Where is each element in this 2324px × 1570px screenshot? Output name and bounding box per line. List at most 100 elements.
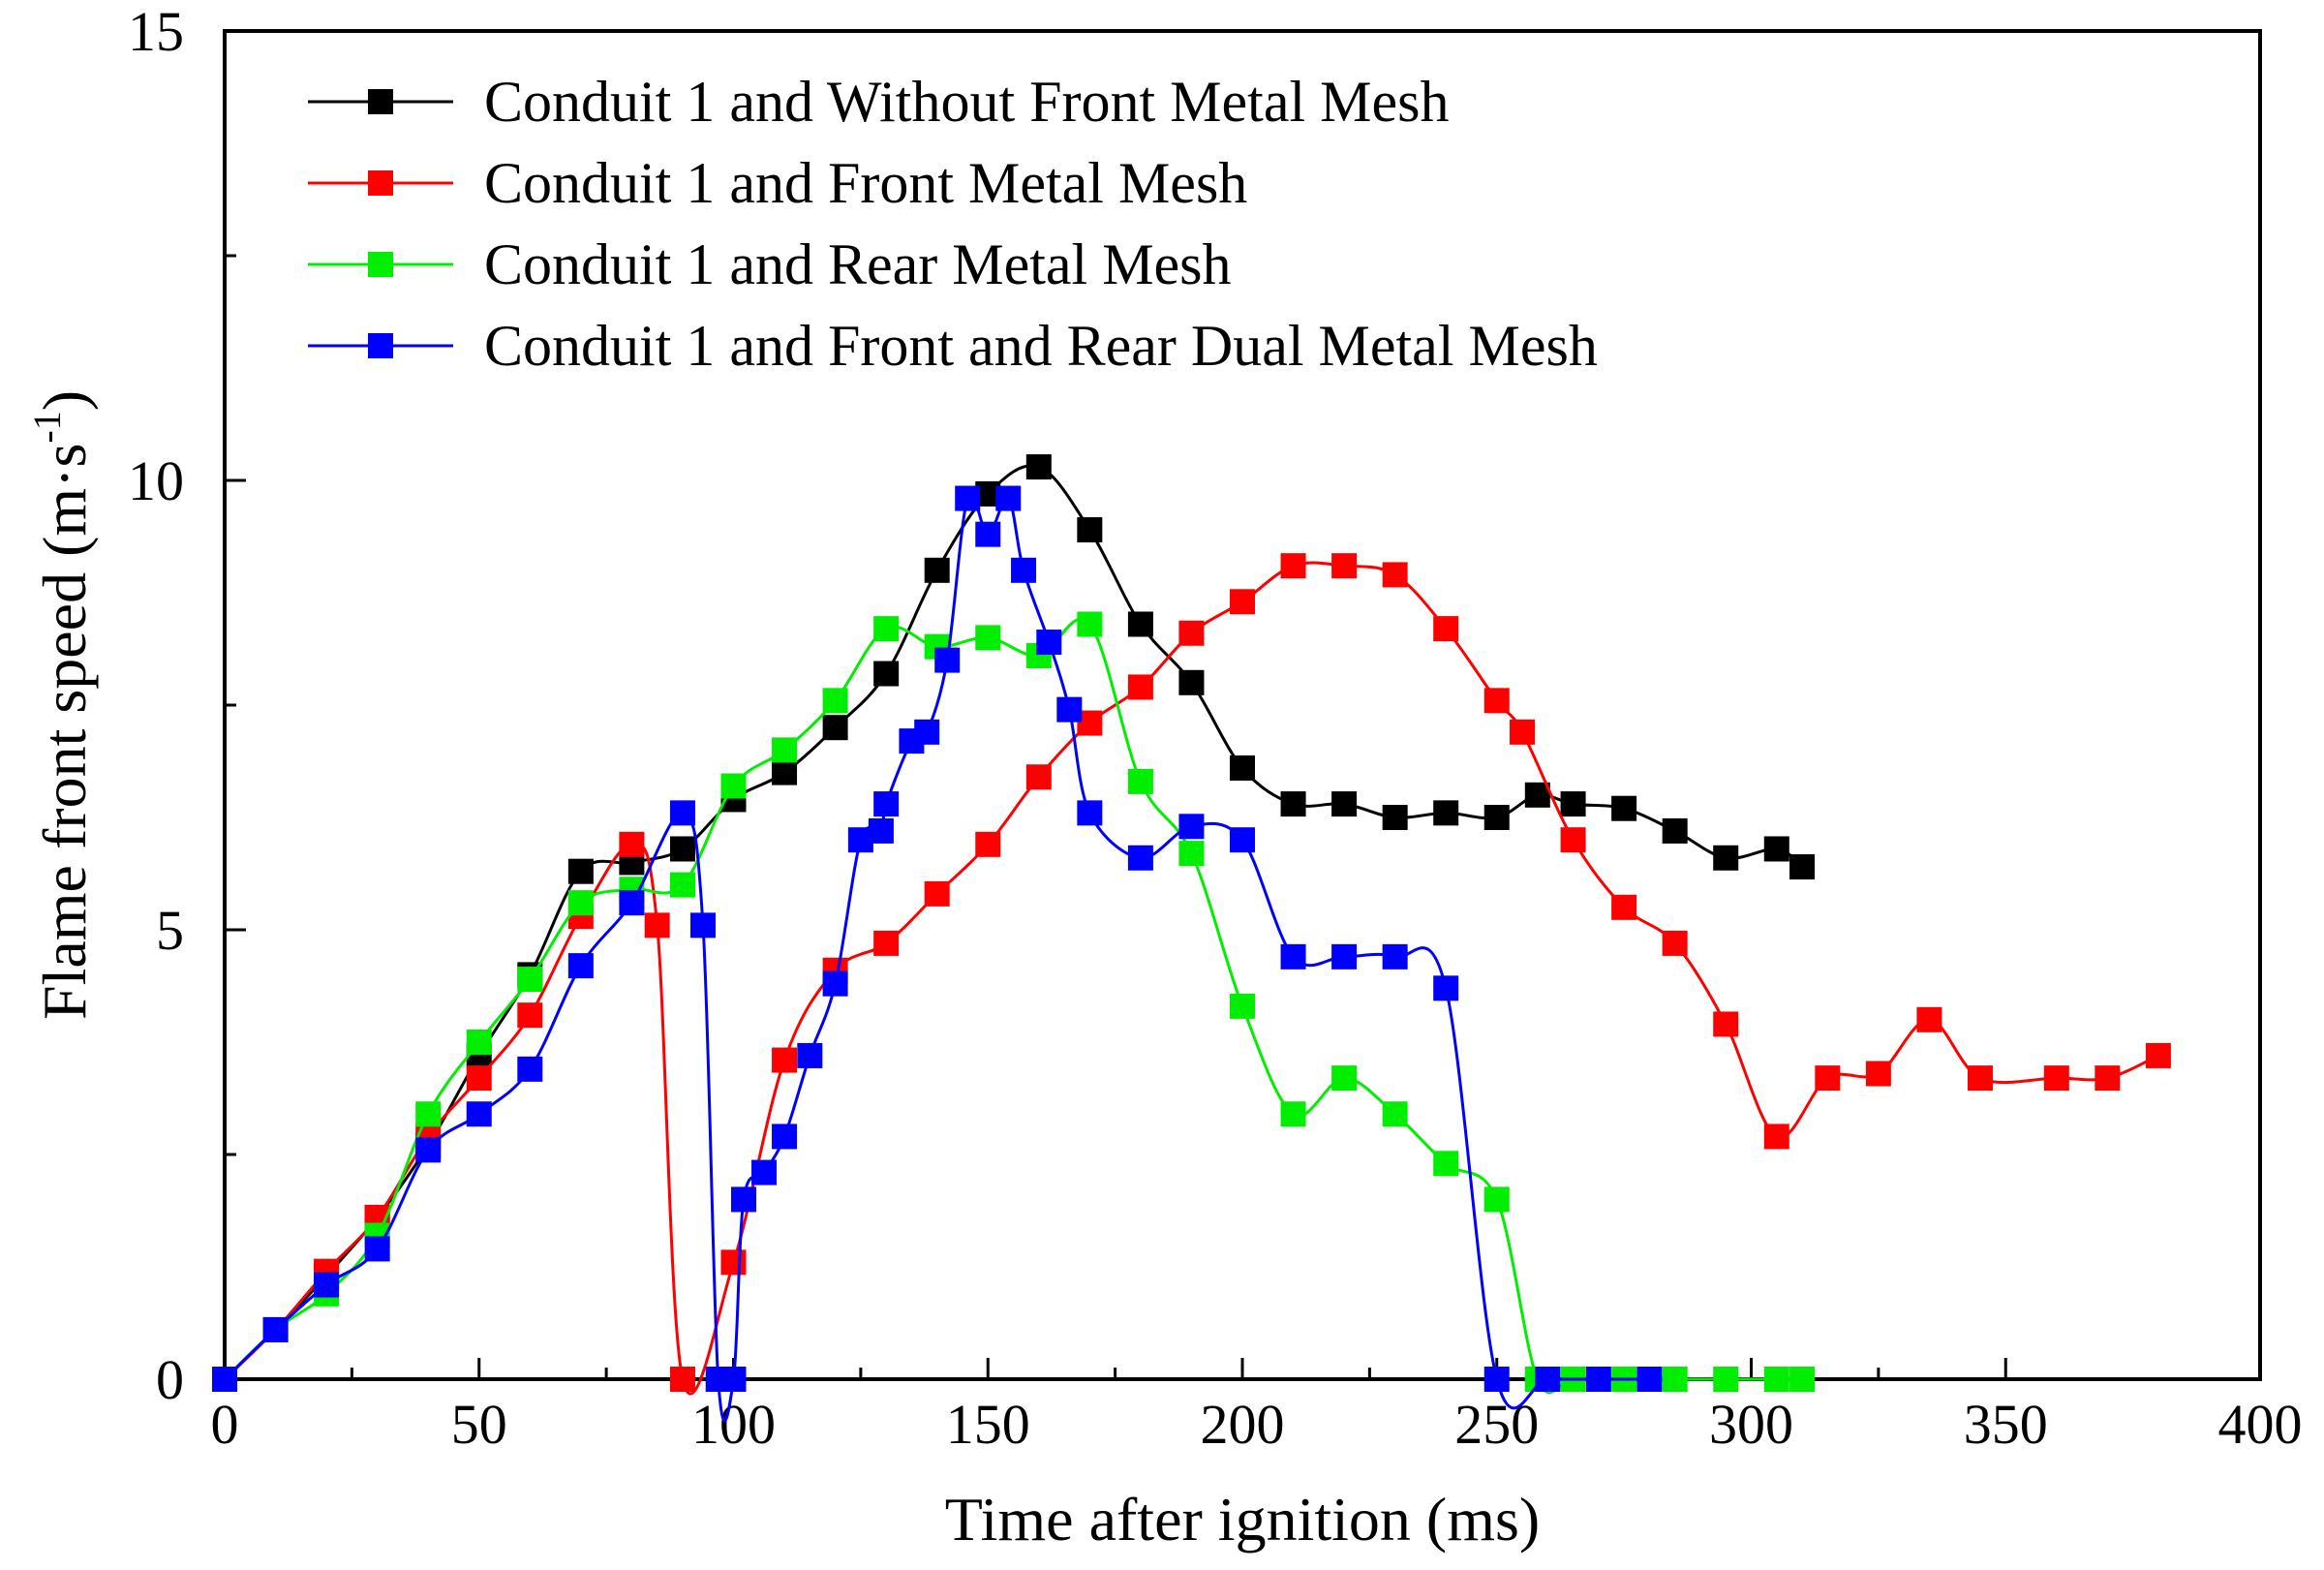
legend-item: Conduit 1 and Without Front Metal Mesh: [308, 70, 1449, 134]
data-point: [1510, 719, 1536, 745]
data-point: [1636, 1367, 1663, 1392]
data-point: [772, 1047, 798, 1073]
data-point: [2145, 1042, 2171, 1068]
legend-item: Conduit 1 and Rear Metal Mesh: [308, 232, 1232, 296]
legend-label: Conduit 1 and Rear Metal Mesh: [484, 232, 1232, 296]
legend-item: Conduit 1 and Front and Rear Dual Metal …: [308, 314, 1598, 378]
x-tick-label: 0: [211, 1393, 239, 1456]
data-point: [212, 1367, 237, 1392]
data-point: [1560, 791, 1586, 817]
data-point: [1967, 1065, 1993, 1092]
data-point: [1789, 1367, 1816, 1392]
data-point: [1077, 800, 1103, 826]
data-point: [1382, 943, 1408, 970]
data-point: [955, 485, 981, 511]
data-point: [1585, 1367, 1611, 1392]
series-conduit-1-and-rear-metal-mesh: [212, 611, 1816, 1395]
data-point: [1331, 791, 1358, 817]
data-point: [1127, 674, 1153, 700]
legend-marker: [368, 333, 393, 358]
data-point: [975, 625, 1001, 651]
legend-item: Conduit 1 and Front Metal Mesh: [308, 151, 1247, 215]
data-point: [619, 890, 645, 916]
data-point: [567, 890, 594, 916]
x-tick-label: 150: [946, 1393, 1030, 1456]
data-point: [720, 773, 747, 799]
data-point: [1433, 975, 1459, 1001]
data-point: [868, 817, 894, 844]
data-point: [772, 759, 798, 785]
data-point: [1011, 557, 1037, 583]
y-tick-label: 15: [128, 0, 184, 63]
y-axis-title: Flame front speed (m·s-1): [25, 390, 99, 1020]
series-conduit-1-and-without-front-metal-mesh: [212, 454, 1816, 1392]
data-point: [1611, 795, 1637, 821]
data-point: [1178, 669, 1205, 695]
data-point: [975, 521, 1001, 547]
x-tick-label: 50: [451, 1393, 507, 1456]
data-point: [720, 1367, 747, 1392]
legend-label: Conduit 1 and Front and Rear Dual Metal …: [484, 314, 1598, 378]
data-point: [1815, 1065, 1841, 1092]
y-axis-title-exponent: -1: [25, 411, 69, 443]
axis-ticks: 0 50 100 150 200 250 300 350 400 0 5 10 15: [128, 0, 2303, 1456]
data-point: [1331, 943, 1358, 970]
series-layer: [212, 454, 2171, 1423]
data-point: [2095, 1065, 2121, 1092]
data-point: [934, 647, 961, 673]
data-point: [1025, 454, 1052, 480]
data-point: [517, 967, 543, 993]
data-point: [1331, 1065, 1358, 1092]
series-conduit-1-and-front-and-rear-dual-metal-mesh: [212, 485, 1663, 1423]
series-line: [223, 464, 1803, 1381]
data-point: [1230, 827, 1255, 853]
data-point: [1713, 1011, 1739, 1037]
x-tick-label: 200: [1201, 1393, 1285, 1456]
data-point: [1483, 805, 1510, 830]
data-point: [1865, 1061, 1891, 1087]
data-point: [1382, 805, 1408, 830]
data-point: [2043, 1065, 2069, 1092]
data-point: [1433, 616, 1459, 642]
data-point: [567, 953, 594, 979]
data-point: [314, 1272, 340, 1298]
data-point: [1127, 611, 1153, 637]
data-point: [364, 1236, 390, 1262]
y-tick-label: 0: [156, 1348, 184, 1411]
data-point: [1077, 611, 1103, 637]
data-point: [995, 485, 1022, 511]
series-conduit-1-and-front-metal-mesh: [212, 553, 2171, 1396]
data-point: [1763, 1367, 1789, 1392]
data-point: [1230, 993, 1255, 1019]
data-point: [1056, 696, 1083, 723]
data-point: [466, 1030, 492, 1055]
data-point: [772, 737, 798, 763]
data-point: [1178, 814, 1205, 840]
data-point: [1916, 1006, 1942, 1032]
data-point: [1230, 754, 1255, 781]
data-point: [1036, 630, 1062, 656]
legend-marker: [368, 89, 393, 114]
data-point: [1127, 845, 1153, 871]
data-point: [1483, 688, 1510, 714]
data-point: [1433, 800, 1459, 826]
legend: Conduit 1 and Without Front Metal Mesh Co…: [308, 70, 1598, 378]
data-point: [924, 557, 950, 583]
data-point: [1611, 894, 1637, 920]
data-point: [669, 836, 695, 862]
data-point: [1025, 764, 1052, 790]
data-point: [415, 1137, 442, 1163]
data-point: [914, 719, 940, 745]
series-line: [223, 617, 1802, 1395]
data-point: [1178, 841, 1205, 867]
legend-label: Conduit 1 and Without Front Metal Mesh: [484, 70, 1449, 134]
x-axis-title: Time after ignition (ms): [945, 1485, 1540, 1554]
data-point: [1077, 517, 1103, 543]
data-point: [822, 970, 848, 997]
data-point: [1127, 768, 1153, 794]
x-tick-label: 100: [691, 1393, 776, 1456]
data-point: [1230, 589, 1255, 615]
x-tick-label: 300: [1709, 1393, 1793, 1456]
data-point: [1662, 817, 1688, 844]
